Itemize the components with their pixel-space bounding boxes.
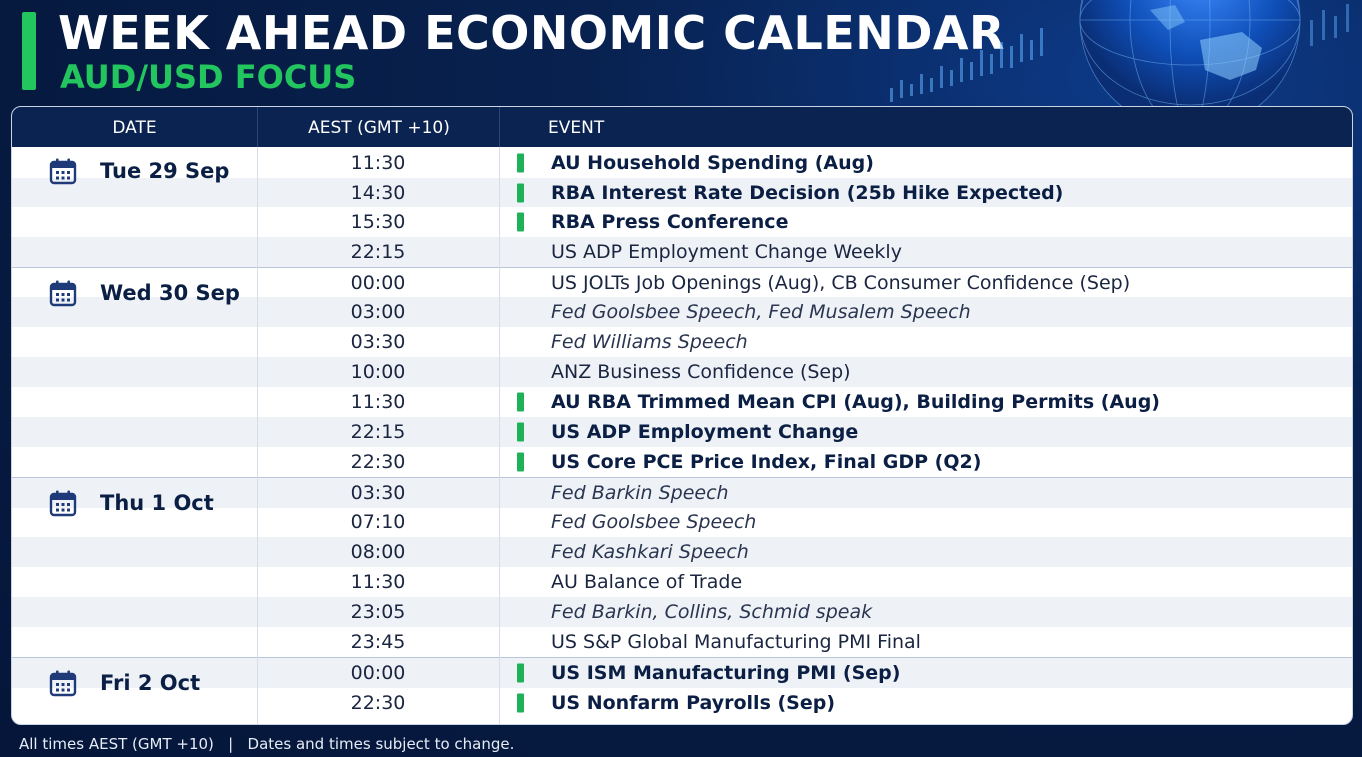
event-time: 11:30 bbox=[350, 391, 406, 413]
day-label-text: Fri 2 Oct bbox=[100, 671, 201, 695]
event-time: 10:00 bbox=[350, 361, 406, 383]
calendar-icon bbox=[49, 670, 77, 697]
event-time: 03:30 bbox=[350, 331, 406, 353]
event-time: 11:30 bbox=[350, 151, 406, 174]
table-row: 23:05 Fed Barkin, Collins, Schmid speak bbox=[12, 597, 1352, 627]
high-impact-marker bbox=[517, 153, 524, 172]
event-time: 23:45 bbox=[350, 631, 406, 653]
column-header-time: AEST (GMT +10) bbox=[257, 107, 500, 147]
title-accent-bar bbox=[22, 12, 36, 90]
event-name: ANZ Business Confidence (Sep) bbox=[551, 361, 851, 383]
table-row: 23:45 US S&P Global Manufacturing PMI Fin… bbox=[12, 627, 1352, 657]
event-name: US ADP Employment Change bbox=[551, 421, 859, 443]
page-subtitle: AUD/USD FOCUS bbox=[60, 58, 357, 96]
event-name: US ISM Manufacturing PMI (Sep) bbox=[551, 662, 901, 684]
table-row: 22:15 US ADP Employment Change bbox=[12, 417, 1352, 447]
high-impact-marker bbox=[517, 422, 524, 442]
column-header-event: EVENT bbox=[499, 107, 1352, 147]
event-name: US JOLTs Job Openings (Aug), CB Consumer… bbox=[551, 272, 1131, 294]
event-name: Fed Barkin Speech bbox=[551, 482, 729, 504]
calendar-icon bbox=[49, 490, 77, 517]
table-row: 00:00 US JOLTs Job Openings (Aug), CB Con… bbox=[12, 267, 1352, 298]
high-impact-marker bbox=[517, 212, 524, 232]
table-header-row: DATE AEST (GMT +10) EVENT bbox=[12, 107, 1352, 147]
calendar-icon bbox=[49, 280, 77, 307]
event-name: US Core PCE Price Index, Final GDP (Q2) bbox=[551, 451, 982, 473]
table-row: 10:00 ANZ Business Confidence (Sep) bbox=[12, 357, 1352, 387]
high-impact-marker bbox=[517, 183, 524, 202]
day-label: Tue 29 Sep bbox=[12, 147, 257, 197]
event-time: 00:00 bbox=[350, 662, 406, 684]
table-row: 11:30 AU Household Spending (Aug) bbox=[12, 147, 1352, 178]
table-row: 22:15 US ADP Employment Change Weekly bbox=[12, 237, 1352, 267]
table-row: 11:30 AU Balance of Trade bbox=[12, 567, 1352, 597]
event-name: Fed Goolsbee Speech, Fed Musalem Speech bbox=[551, 301, 971, 323]
calendar-table: DATE AEST (GMT +10) EVENT 11:30 AU Househ… bbox=[11, 106, 1353, 725]
table-row: 14:30 RBA Interest Rate Decision (25b Hik… bbox=[12, 178, 1352, 207]
table-row: 22:30 US Core PCE Price Index, Final GDP … bbox=[12, 447, 1352, 477]
event-name: RBA Press Conference bbox=[551, 211, 789, 233]
event-name: RBA Interest Rate Decision (25b Hike Exp… bbox=[551, 181, 1064, 204]
event-time: 14:30 bbox=[350, 181, 406, 204]
column-divider bbox=[257, 147, 258, 724]
day-label: Fri 2 Oct bbox=[12, 659, 257, 709]
event-time: 15:30 bbox=[350, 211, 406, 233]
event-name: Fed Kashkari Speech bbox=[551, 541, 749, 563]
event-time: 00:00 bbox=[350, 272, 406, 294]
day-label: Thu 1 Oct bbox=[12, 479, 257, 529]
event-time: 03:00 bbox=[350, 301, 406, 323]
footer-note: All times AEST (GMT +10) | Dates and tim… bbox=[19, 735, 515, 753]
table-row: 22:30 US Nonfarm Payrolls (Sep) bbox=[12, 687, 1352, 719]
day-label-text: Wed 30 Sep bbox=[100, 281, 240, 305]
event-time: 22:15 bbox=[350, 421, 406, 443]
table-row: 03:30 Fed Williams Speech bbox=[12, 327, 1352, 357]
event-time: 22:15 bbox=[350, 241, 406, 263]
column-divider bbox=[499, 147, 500, 724]
event-time: 22:30 bbox=[350, 692, 406, 714]
event-time: 23:05 bbox=[350, 601, 406, 623]
event-name: AU Balance of Trade bbox=[551, 571, 743, 593]
page-title: WEEK AHEAD ECONOMIC CALENDAR bbox=[58, 6, 1005, 60]
table-row: 07:10 Fed Goolsbee Speech bbox=[12, 507, 1352, 537]
high-impact-marker bbox=[517, 452, 524, 472]
high-impact-marker bbox=[517, 392, 524, 412]
event-name: US ADP Employment Change Weekly bbox=[551, 241, 902, 263]
table-row: 11:30 AU RBA Trimmed Mean CPI (Aug), Buil… bbox=[12, 387, 1352, 417]
event-time: 07:10 bbox=[350, 511, 406, 533]
table-row: 00:00 US ISM Manufacturing PMI (Sep) bbox=[12, 657, 1352, 688]
day-label: Wed 30 Sep bbox=[12, 269, 257, 319]
table-row: 08:00 Fed Kashkari Speech bbox=[12, 537, 1352, 567]
table-row: 03:30 Fed Barkin Speech bbox=[12, 477, 1352, 508]
event-name: Fed Barkin, Collins, Schmid speak bbox=[551, 601, 873, 623]
calendar-icon bbox=[49, 158, 77, 185]
event-name: Fed Williams Speech bbox=[551, 331, 748, 353]
globe-chart-decoration bbox=[890, 0, 1349, 110]
column-header-date: DATE bbox=[112, 118, 157, 138]
event-name: AU RBA Trimmed Mean CPI (Aug), Building … bbox=[551, 391, 1160, 413]
high-impact-marker bbox=[517, 693, 524, 713]
event-time: 11:30 bbox=[350, 571, 406, 593]
high-impact-marker bbox=[517, 663, 524, 683]
day-label-text: Thu 1 Oct bbox=[100, 491, 214, 515]
event-time: 08:00 bbox=[350, 541, 406, 563]
event-name: Fed Goolsbee Speech bbox=[551, 511, 757, 533]
event-time: 22:30 bbox=[350, 451, 406, 473]
day-label-text: Tue 29 Sep bbox=[100, 159, 230, 183]
event-name: US S&P Global Manufacturing PMI Final bbox=[551, 631, 921, 653]
table-row: 03:00 Fed Goolsbee Speech, Fed Musalem Sp… bbox=[12, 297, 1352, 327]
event-time: 03:30 bbox=[350, 482, 406, 504]
event-name: AU Household Spending (Aug) bbox=[551, 151, 874, 174]
event-name: US Nonfarm Payrolls (Sep) bbox=[551, 692, 836, 714]
table-row: 15:30 RBA Press Conference bbox=[12, 207, 1352, 237]
